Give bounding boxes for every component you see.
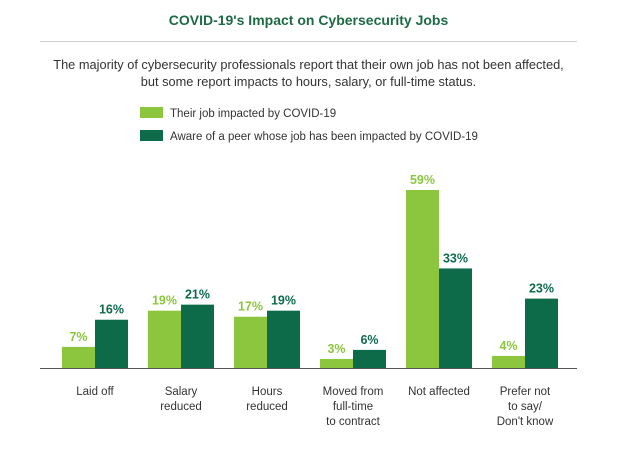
value-label-s2-1: 16% xyxy=(99,303,124,317)
bar-s1-6 xyxy=(492,355,525,368)
value-label-s2-3: 19% xyxy=(271,294,296,308)
bar-s2-3 xyxy=(267,310,300,368)
category-label-2: Salary reduced xyxy=(160,386,202,413)
legend-label-peer-job: Aware of a peer whose job has been impac… xyxy=(170,131,478,143)
value-label-s1-3: 17% xyxy=(238,300,263,314)
chart-subtitle: The majority of cybersecurity profession… xyxy=(53,57,564,89)
value-label-s1-2: 19% xyxy=(152,294,177,308)
category-label-1: Laid off xyxy=(76,386,114,398)
bar-s1-1 xyxy=(62,346,95,368)
legend-label-own-job: Their job impacted by COVID-19 xyxy=(170,108,337,120)
value-label-s2-4: 6% xyxy=(360,333,378,347)
category-label-5: Not affected xyxy=(408,386,470,398)
bar-s1-4 xyxy=(320,358,353,368)
value-label-s2-6: 23% xyxy=(529,282,554,296)
value-label-s1-4: 3% xyxy=(327,342,345,356)
bar-s2-5 xyxy=(439,268,472,368)
value-label-s2-5: 33% xyxy=(443,251,468,265)
bar-s1-5 xyxy=(406,190,439,368)
category-label-4: Moved from full-time to contract xyxy=(323,386,384,428)
value-label-s2-2: 21% xyxy=(185,288,210,302)
bar-s2-4 xyxy=(353,349,386,368)
value-label-s1-1: 7% xyxy=(69,330,87,344)
legend-swatch-own-job xyxy=(140,107,163,118)
title-divider xyxy=(40,41,577,42)
bar-s1-2 xyxy=(148,310,181,368)
bar-s2-1 xyxy=(95,319,128,368)
value-label-s1-6: 4% xyxy=(499,339,517,353)
legend-item-peer-job: Aware of a peer whose job has been impac… xyxy=(140,130,478,144)
category-label-6: Prefer not to say/Don't know xyxy=(497,386,554,428)
bar-s2-2 xyxy=(181,304,214,368)
chart-title: COVID-19's Impact on Cybersecurity Jobs xyxy=(168,12,449,28)
legend-swatch-peer-job xyxy=(140,130,163,141)
value-label-s1-5: 59% xyxy=(410,173,435,187)
bar-s1-3 xyxy=(234,316,267,368)
legend-item-own-job: Their job impacted by COVID-19 xyxy=(140,107,336,121)
bar-s2-6 xyxy=(525,298,558,368)
category-label-3: Hours reduced xyxy=(246,386,288,413)
